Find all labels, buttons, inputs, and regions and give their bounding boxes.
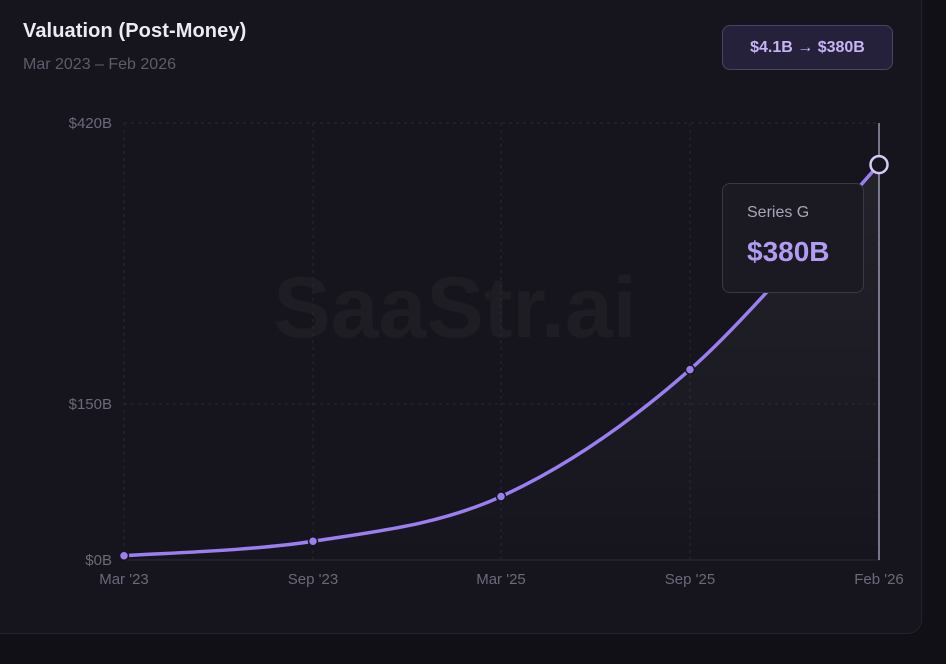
data-points bbox=[118, 154, 889, 561]
x-tick-label: Mar '23 bbox=[99, 571, 149, 588]
valuation-change-badge: $4.1B → $380B bbox=[722, 25, 893, 70]
area-fill bbox=[124, 164, 879, 560]
x-tick-label: Mar '25 bbox=[476, 571, 526, 588]
y-tick-label: $0B bbox=[85, 552, 112, 569]
tooltip-label: Series G bbox=[747, 204, 810, 221]
chart-subtitle: Mar 2023 – Feb 2026 bbox=[23, 56, 176, 73]
y-tick-label: $420B bbox=[69, 115, 112, 132]
data-point-highlighted[interactable] bbox=[869, 154, 889, 175]
tooltip: Series G $380B bbox=[722, 183, 864, 293]
y-axis-labels: $0B $150B $420B bbox=[69, 115, 112, 569]
data-point[interactable] bbox=[307, 536, 319, 547]
tooltip-value: $380B bbox=[747, 236, 830, 267]
x-tick-label: Sep '25 bbox=[665, 571, 715, 588]
x-tick-label: Feb '26 bbox=[854, 571, 904, 588]
x-tick-label: Sep '23 bbox=[288, 571, 338, 588]
data-point[interactable] bbox=[118, 550, 130, 561]
chart-title: Valuation (Post-Money) bbox=[23, 20, 247, 42]
data-point[interactable] bbox=[684, 364, 696, 375]
x-axis-labels: Mar '23 Sep '23 Mar '25 Sep '25 Feb '26 bbox=[99, 571, 904, 588]
watermark: SaaStr.ai bbox=[273, 260, 636, 356]
data-point[interactable] bbox=[495, 491, 507, 502]
y-tick-label: $150B bbox=[69, 396, 112, 413]
